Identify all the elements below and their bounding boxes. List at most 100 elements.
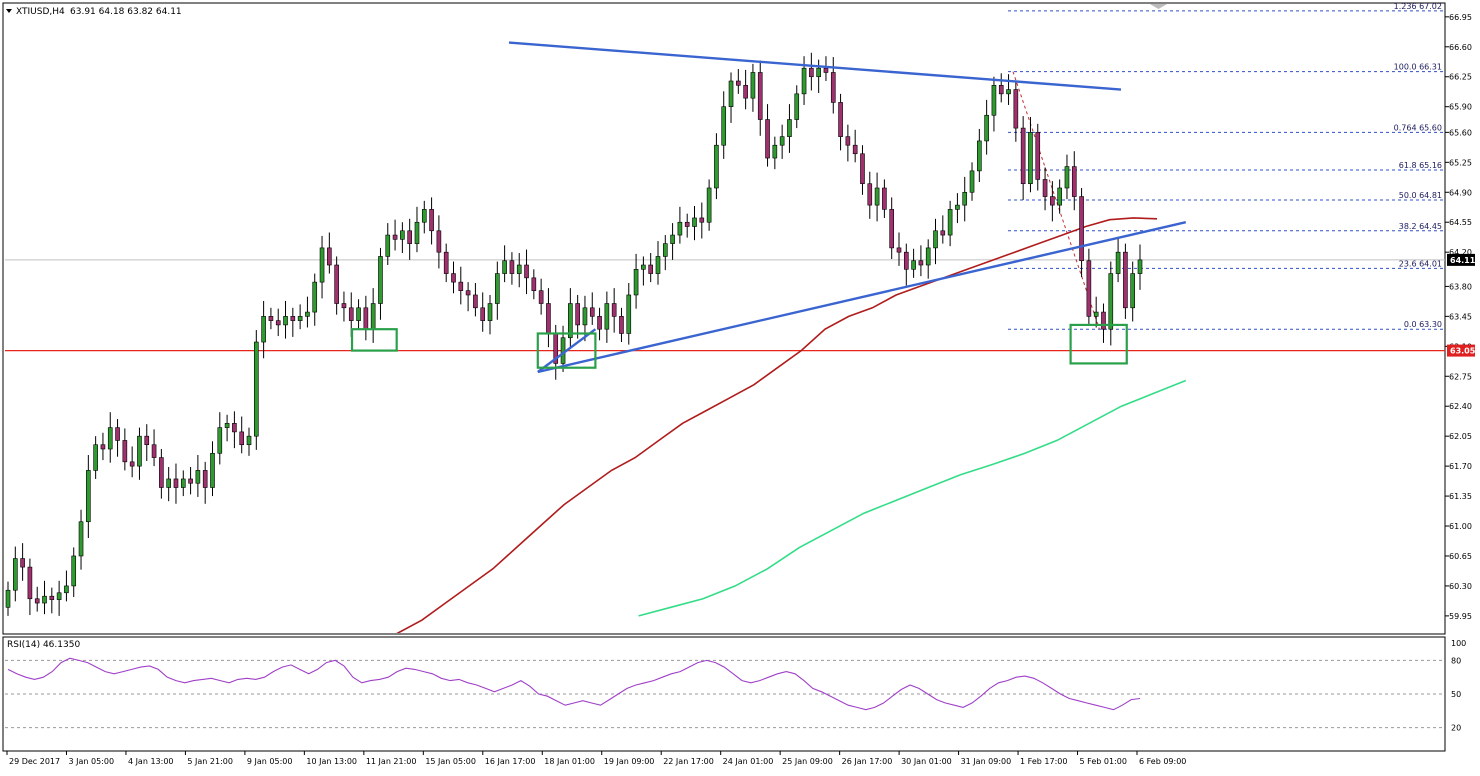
candle-body-bear bbox=[1020, 127, 1026, 185]
candle bbox=[516, 253, 522, 288]
time-tick-label: 15 Jan 05:00 bbox=[425, 757, 476, 766]
candle bbox=[1050, 181, 1055, 222]
price-tick-label: 65.60 bbox=[1449, 128, 1472, 137]
candle bbox=[757, 60, 763, 136]
candle bbox=[1042, 167, 1048, 211]
candle-body-bear bbox=[268, 316, 274, 321]
price-tick-label: 64.55 bbox=[1449, 218, 1472, 227]
candle-body-bear bbox=[1123, 251, 1128, 309]
candle-body-bear bbox=[619, 316, 624, 334]
time-tick-label: 5 Jan 21:00 bbox=[187, 757, 233, 766]
price-tag-bg bbox=[1447, 253, 1475, 266]
time-tick-label: 16 Jan 17:00 bbox=[485, 757, 536, 766]
candle bbox=[743, 69, 748, 110]
candle-body-bull bbox=[692, 217, 697, 227]
candle bbox=[655, 241, 661, 285]
candle bbox=[736, 69, 741, 94]
candle-body-bear bbox=[429, 209, 434, 232]
candle-body-bear bbox=[480, 307, 486, 321]
candle-body-bear bbox=[407, 230, 412, 244]
candle bbox=[925, 239, 931, 279]
candle bbox=[589, 292, 595, 325]
candle bbox=[261, 300, 266, 359]
candle bbox=[275, 308, 281, 337]
candle-body-bear bbox=[188, 478, 193, 484]
candle-body-bear bbox=[597, 316, 602, 330]
candle bbox=[896, 232, 902, 266]
candle bbox=[670, 223, 675, 260]
candle bbox=[801, 56, 807, 105]
time-tick-label: 29 Dec 2017 bbox=[9, 757, 60, 766]
candle bbox=[1108, 261, 1114, 346]
candle-body-bear bbox=[757, 72, 763, 120]
candle bbox=[1115, 236, 1121, 283]
candle-body-bull bbox=[1108, 273, 1114, 330]
candle-body-bull bbox=[261, 316, 266, 343]
candle bbox=[662, 235, 668, 271]
price-tick-label: 61.35 bbox=[1449, 492, 1472, 501]
dropdown-triangle-icon[interactable] bbox=[6, 9, 12, 13]
candle bbox=[392, 219, 398, 251]
candle-body-bear bbox=[903, 251, 909, 270]
candle bbox=[998, 73, 1004, 103]
candle-body-bear bbox=[173, 478, 179, 488]
candle bbox=[1079, 187, 1084, 277]
candle-body-bear bbox=[1042, 179, 1048, 197]
candle bbox=[1013, 81, 1019, 142]
candle-body-bull bbox=[721, 106, 727, 146]
candle bbox=[180, 470, 186, 497]
candle-body-bear bbox=[334, 264, 339, 304]
candle bbox=[122, 428, 128, 471]
candle bbox=[166, 466, 171, 502]
candle bbox=[984, 99, 989, 155]
candle bbox=[1093, 296, 1099, 328]
candle bbox=[969, 162, 975, 201]
candle-body-bull bbox=[180, 478, 186, 488]
candle bbox=[56, 580, 62, 616]
moving-averages bbox=[396, 217, 1187, 633]
rsi-tick-label: 100 bbox=[1451, 639, 1466, 648]
candle-body-bear bbox=[852, 144, 858, 155]
candle bbox=[538, 278, 544, 315]
rsi-tick-label: 80 bbox=[1451, 656, 1461, 665]
candle-body-bear bbox=[436, 230, 442, 253]
candle bbox=[947, 200, 953, 247]
candle bbox=[1071, 151, 1077, 211]
candle bbox=[509, 252, 515, 285]
candle-body-bear bbox=[867, 183, 873, 206]
price-tag-text: 64.11 bbox=[1450, 256, 1476, 265]
candle-body-bear bbox=[838, 102, 843, 137]
price-tick-label: 64.90 bbox=[1449, 188, 1472, 197]
candle-body-bull bbox=[495, 273, 500, 304]
candle bbox=[268, 307, 274, 330]
time-tick-label: 11 Jan 21:00 bbox=[366, 757, 417, 766]
candle-body-bull bbox=[933, 230, 938, 249]
rsi-axis: 80 50 20 100 bbox=[1451, 639, 1466, 733]
candle-body-bear bbox=[699, 217, 705, 223]
trendline bbox=[537, 221, 1187, 374]
candle-body-bull bbox=[210, 452, 215, 488]
candle-body-bull bbox=[56, 592, 62, 600]
fib-level-label: 100.0 66.31 bbox=[1394, 63, 1442, 72]
candle-body-bull bbox=[137, 435, 142, 467]
candle-body-bull bbox=[86, 470, 91, 523]
price-tick-label: 63.45 bbox=[1449, 312, 1472, 321]
candle-body-bear bbox=[151, 444, 157, 458]
trendlines[interactable] bbox=[508, 41, 1187, 374]
candle bbox=[107, 412, 113, 463]
candle-body-bull bbox=[370, 303, 376, 330]
candle bbox=[633, 253, 639, 309]
candle bbox=[619, 307, 624, 343]
candle-body-bear bbox=[275, 320, 281, 326]
candle bbox=[5, 581, 11, 616]
candle-body-bull bbox=[1093, 311, 1099, 317]
current-price-tag: 64.11 bbox=[1447, 253, 1476, 266]
fib-level-label: 0.0 63.30 bbox=[1404, 320, 1442, 329]
candle bbox=[465, 282, 471, 312]
price-tick-label: 62.40 bbox=[1449, 402, 1472, 411]
candle bbox=[728, 72, 734, 123]
candle bbox=[151, 429, 157, 467]
candle-body-bull bbox=[925, 247, 931, 266]
candle-body-bull bbox=[217, 427, 223, 454]
